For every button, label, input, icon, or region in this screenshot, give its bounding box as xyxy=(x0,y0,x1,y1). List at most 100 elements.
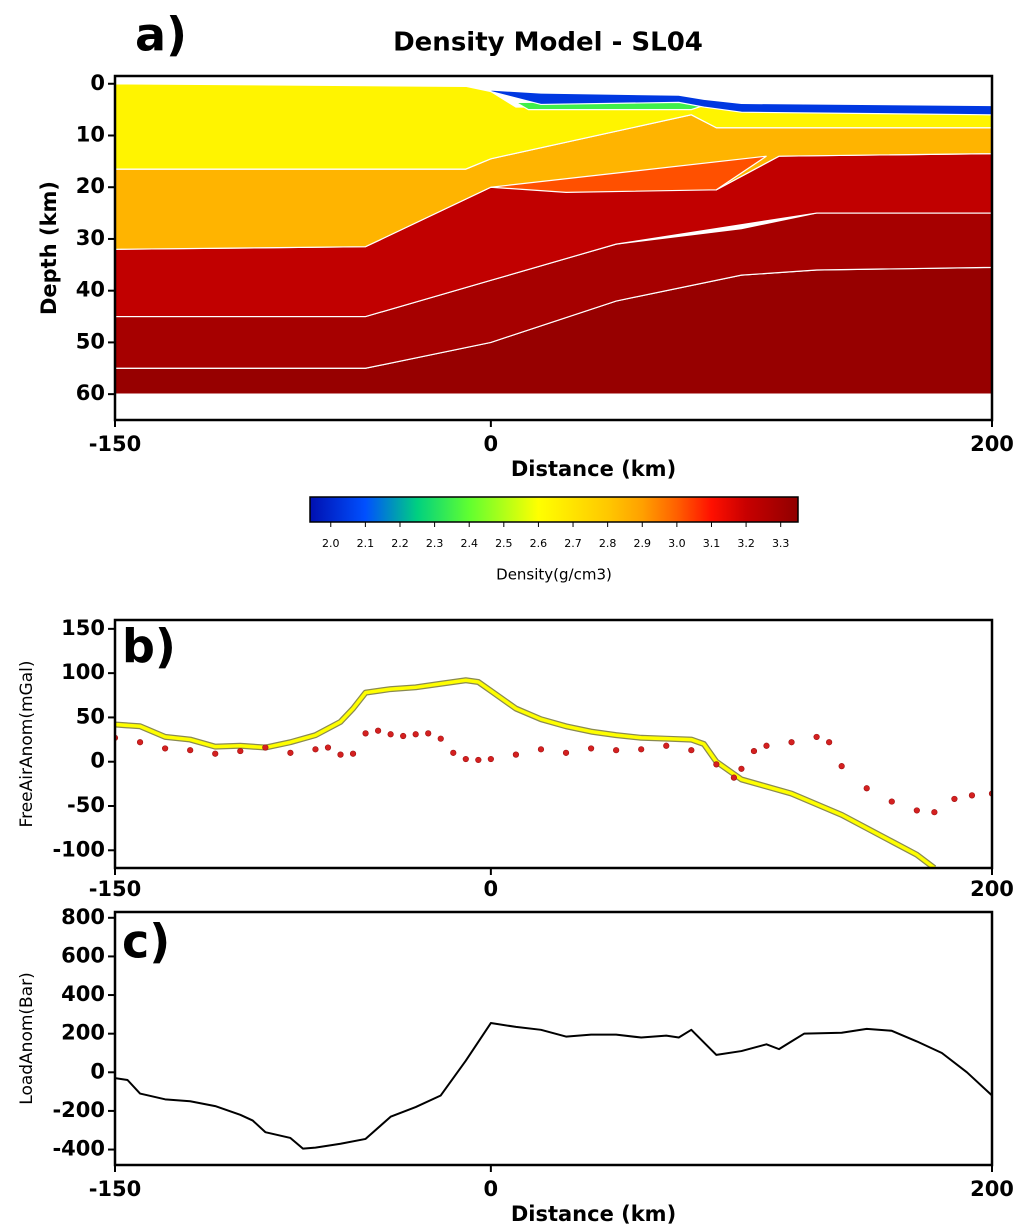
colorbar-tick-label: 3.1 xyxy=(703,537,721,550)
y-tick-label: 20 xyxy=(76,174,105,198)
data-point xyxy=(587,745,595,752)
data-point xyxy=(750,747,758,755)
y-tick-label: 0 xyxy=(90,71,105,95)
colorbar-label: Density(g/cm3) xyxy=(496,566,612,584)
colorbar-tick-label: 3.3 xyxy=(772,537,790,550)
data-point xyxy=(162,745,169,752)
x-tick-label: -150 xyxy=(89,1177,142,1201)
data-point xyxy=(813,733,820,741)
data-point xyxy=(450,749,457,756)
density-block xyxy=(490,155,767,193)
panel-label: a) xyxy=(135,8,187,62)
colorbar-tick-label: 2.8 xyxy=(599,537,617,550)
x-tick-label: 200 xyxy=(970,1177,1014,1201)
y-tick-label: 60 xyxy=(76,381,105,405)
data-point xyxy=(537,746,545,753)
data-point xyxy=(562,749,570,756)
colorbar-tick-label: 3.0 xyxy=(668,537,686,550)
y-tick-label: -50 xyxy=(67,793,105,817)
data-point xyxy=(863,785,870,792)
data-point xyxy=(287,749,294,756)
plot-area xyxy=(115,1022,992,1150)
y-tick-label: -200 xyxy=(52,1098,105,1122)
data-point xyxy=(187,747,194,754)
colorbar-tick-label: 2.1 xyxy=(357,537,375,550)
data-point xyxy=(663,742,670,749)
data-point xyxy=(425,730,432,737)
y-tick-label: -100 xyxy=(52,837,105,861)
data-point xyxy=(788,739,795,746)
colorbar-tick-label: 2.6 xyxy=(530,537,548,550)
data-line xyxy=(115,678,936,868)
data-point xyxy=(838,763,845,770)
data-point xyxy=(337,751,344,758)
data-point xyxy=(375,727,382,734)
colorbar-tick-label: 2.7 xyxy=(564,537,582,550)
y-tick-label: 600 xyxy=(61,943,105,967)
data-point xyxy=(136,739,144,746)
x-axis-label: Distance (km) xyxy=(511,457,676,481)
data-point xyxy=(362,730,369,737)
panel-label: c) xyxy=(122,915,170,969)
x-axis-label: Distance (km) xyxy=(511,1202,676,1226)
data-point xyxy=(400,732,407,740)
y-tick-label: 400 xyxy=(61,982,105,1006)
y-tick-label: 30 xyxy=(76,226,105,250)
data-point xyxy=(437,735,444,742)
density-block xyxy=(115,83,992,170)
data-line xyxy=(115,1022,992,1150)
x-tick-label: 200 xyxy=(970,432,1014,456)
x-tick-label: 200 xyxy=(970,877,1014,901)
y-axis-label: LoadAnom(Bar) xyxy=(17,972,37,1104)
plot-area xyxy=(115,677,992,868)
data-point xyxy=(462,755,469,763)
data-point xyxy=(212,750,219,757)
data-point xyxy=(913,807,920,814)
colorbar-tick-label: 3.2 xyxy=(737,537,755,550)
data-point xyxy=(730,774,738,781)
data-point xyxy=(713,761,720,768)
data-point xyxy=(412,731,419,738)
y-tick-label: 40 xyxy=(76,278,105,302)
x-tick-label: 0 xyxy=(484,432,499,456)
density-block xyxy=(490,89,992,116)
data-point xyxy=(763,742,770,749)
colorbar-tick-label: 2.2 xyxy=(391,537,409,550)
data-point xyxy=(475,756,482,764)
y-tick-label: 800 xyxy=(61,905,105,929)
plot-area xyxy=(115,83,992,395)
y-axis-label: FreeAirAnom(mGal) xyxy=(17,661,37,828)
y-tick-label: 50 xyxy=(76,704,105,728)
y-tick-label: 0 xyxy=(90,749,105,773)
data-point xyxy=(262,744,269,751)
data-point xyxy=(688,747,695,754)
colorbar xyxy=(309,496,799,523)
data-point xyxy=(931,809,938,816)
line-outline xyxy=(115,677,937,868)
y-tick-label: 50 xyxy=(76,329,105,353)
data-point xyxy=(968,792,976,799)
x-tick-label: 0 xyxy=(484,877,499,901)
data-point xyxy=(512,751,520,758)
data-point xyxy=(312,746,319,753)
y-tick-label: -400 xyxy=(52,1137,105,1161)
x-tick-label: -150 xyxy=(89,877,142,901)
data-point xyxy=(951,795,958,803)
axes-frame xyxy=(113,74,994,422)
y-tick-label: 150 xyxy=(61,616,105,640)
axes-frame xyxy=(113,910,994,1167)
colorbar-tick-label: 2.0 xyxy=(322,537,340,550)
colorbar-tick-label: 2.9 xyxy=(634,537,652,550)
colorbar-tick-label: 2.4 xyxy=(460,537,478,550)
data-point xyxy=(638,746,645,753)
data-point xyxy=(888,798,895,805)
data-point xyxy=(387,731,394,738)
y-axis-label: Depth (km) xyxy=(37,181,61,315)
data-point xyxy=(487,755,494,763)
axes-frame xyxy=(113,618,994,870)
data-point xyxy=(826,739,833,746)
data-point xyxy=(349,750,357,757)
x-tick-label: 0 xyxy=(484,1177,499,1201)
data-point xyxy=(237,747,244,755)
